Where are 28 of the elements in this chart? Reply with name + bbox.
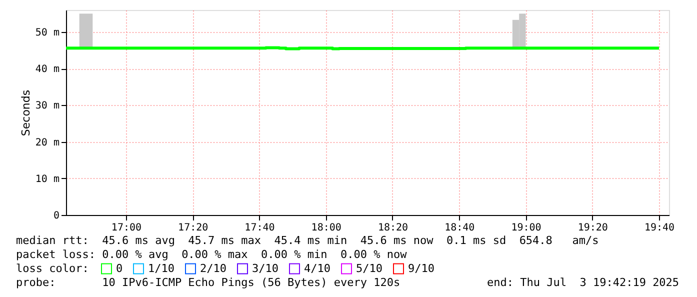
x-tick-label: 18:20	[378, 222, 408, 234]
legend-label: 4/10	[304, 262, 330, 275]
x-tick-label: 17:40	[244, 222, 275, 234]
legend-label: 1/10	[148, 262, 174, 275]
y-tick-label: 0	[53, 210, 60, 222]
y-axis-title: Seconds	[19, 90, 32, 136]
y-tick-label: 40 m	[35, 64, 60, 76]
y-tick-label: 20 m	[35, 137, 60, 148]
legend-label: 9/10	[408, 262, 434, 275]
y-tick-label: 50 m	[35, 27, 60, 38]
y-tick-label: 10 m	[35, 174, 60, 185]
x-tick-label: 19:00	[511, 222, 542, 234]
x-tick-label: 19:40	[644, 222, 675, 234]
legend-label: 3/10	[252, 262, 278, 275]
text: median rtt: 45.6 ms avg 45.7 ms max 45.4 ms min 45.6 ms now 0.1 ms sd 654.8 am/s	[16, 234, 599, 247]
y-tick-label: 30 m	[35, 100, 60, 112]
legend-label: 0	[116, 262, 123, 275]
text: probe: 10 IPv6-ICMP Echo Pings (56 Bytes) every 120s	[16, 276, 400, 289]
text: packet loss: 0.00 % avg 0.00 % max 0.00 % min 0.00 % now	[16, 248, 408, 261]
text: end: Thu Jul 3 19:42:19 2025	[487, 276, 680, 289]
x-tick-label: 19:20	[578, 222, 608, 234]
x-tick-label: 18:40	[444, 222, 475, 234]
legend-label: 2/10	[200, 262, 226, 275]
x-tick-label: 18:00	[311, 222, 342, 234]
legend-title: loss color:	[16, 262, 89, 275]
x-tick-label: 17:00	[111, 222, 142, 234]
legend-label: 5/10	[356, 262, 382, 275]
x-tick-label: 17:20	[178, 222, 208, 234]
